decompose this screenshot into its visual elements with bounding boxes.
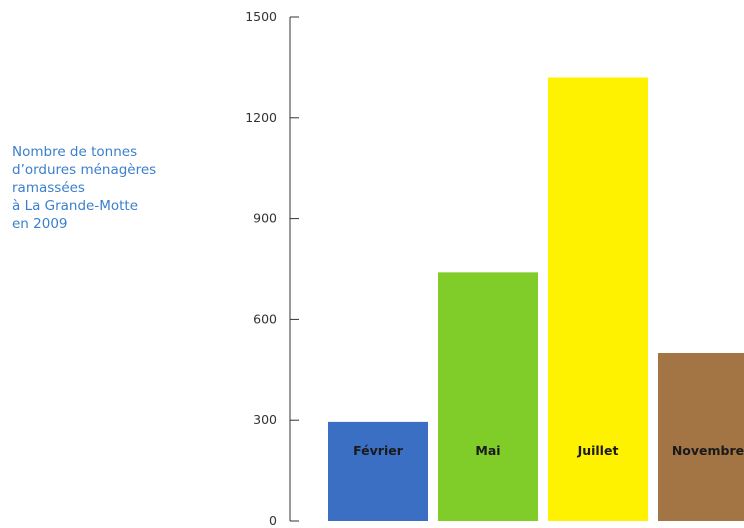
bar-label: Mai [475, 443, 500, 458]
chart-title: Nombre de tonnes d’ordures ménagères ram… [12, 143, 212, 233]
bar [658, 353, 744, 521]
chart-title-line: Nombre de tonnes [12, 144, 138, 160]
chart-title-line: ramassées [12, 180, 85, 196]
bar-label: Novembre [672, 443, 744, 458]
y-tick-label: 900 [253, 211, 277, 226]
chart-title-line: d’ordures ménagères [12, 162, 157, 178]
y-tick-label: 0 [269, 513, 277, 528]
chart-title-line: en 2009 [12, 216, 68, 232]
y-tick-label: 600 [253, 311, 277, 326]
bar-label: Février [353, 443, 404, 458]
y-axis-ticks: 0 300 600 900 1200 1500 [245, 9, 299, 528]
y-tick-label: 300 [253, 412, 277, 427]
y-tick-label: 1500 [245, 9, 277, 24]
bar [548, 77, 648, 521]
bar-label: Juillet [577, 443, 619, 458]
chart-title-line: à La Grande-Motte [12, 198, 139, 214]
bar [328, 421, 428, 521]
bars: Février Mai Juillet Novembre [328, 77, 744, 521]
y-tick-label: 1200 [245, 110, 277, 125]
bar [438, 272, 538, 521]
